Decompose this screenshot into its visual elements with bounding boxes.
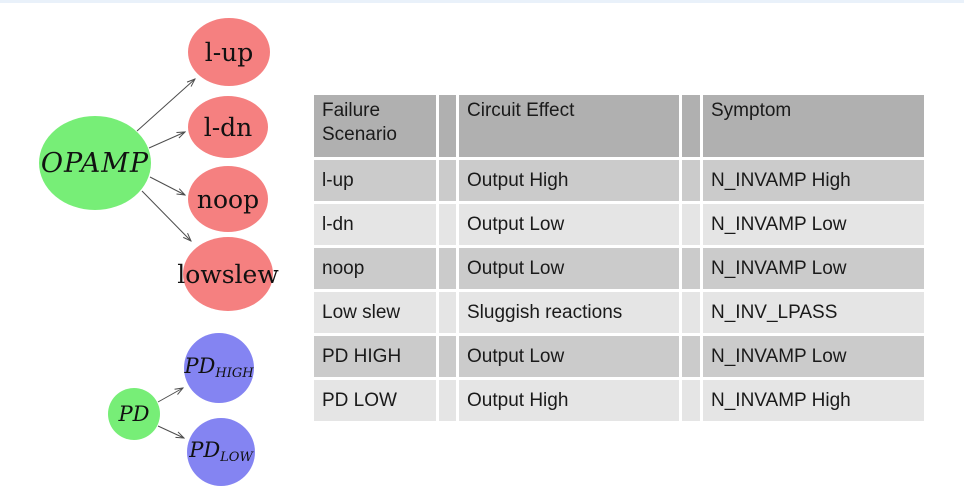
node-pdlow-label: PDLOW — [188, 438, 254, 465]
cell-circuit-effect: Output Low — [459, 336, 679, 377]
cell-symptom: N_INVAMP Low — [703, 248, 924, 289]
header-symptom: Symptom — [703, 95, 924, 157]
header-spacer — [439, 95, 456, 157]
spacer-cell — [682, 380, 700, 421]
node-opamp — [39, 116, 151, 210]
node-lowslew-label: lowslew — [177, 260, 279, 289]
node-ldn-label: l-dn — [204, 113, 253, 142]
header-failure-scenario: Failure Scenario — [314, 95, 436, 157]
table-row: PD HIGH Output Low N_INVAMP Low — [314, 336, 924, 377]
cell-symptom: N_INVAMP Low — [703, 204, 924, 245]
edge-pd-pdlow — [157, 425, 184, 438]
cell-failure-scenario: l-dn — [314, 204, 436, 245]
cell-circuit-effect: Sluggish reactions — [459, 292, 679, 333]
spacer-cell — [439, 160, 456, 201]
node-pd-label: PD — [118, 402, 150, 426]
node-noop — [188, 166, 268, 232]
table-row: PD LOW Output High N_INVAMP High — [314, 380, 924, 421]
spacer-cell — [439, 248, 456, 289]
edge-opamp-lowslew — [141, 190, 191, 241]
edge-pd-pdhigh — [157, 388, 183, 403]
node-pdhigh — [184, 333, 254, 403]
spacer-cell — [439, 380, 456, 421]
edge-opamp-ldn — [148, 132, 185, 149]
cell-symptom: N_INV_LPASS — [703, 292, 924, 333]
node-lup-label: l-up — [205, 38, 254, 67]
spacer-cell — [439, 336, 456, 377]
cell-failure-scenario: noop — [314, 248, 436, 289]
pd-tree-edges — [157, 388, 184, 438]
spacer-cell — [439, 204, 456, 245]
cell-circuit-effect: Output Low — [459, 204, 679, 245]
spacer-cell — [682, 248, 700, 289]
cell-circuit-effect: Output Low — [459, 248, 679, 289]
cell-circuit-effect: Output High — [459, 380, 679, 421]
table-row: l-dn Output Low N_INVAMP Low — [314, 204, 924, 245]
cell-failure-scenario: l-up — [314, 160, 436, 201]
table-row: l-up Output High N_INVAMP High — [314, 160, 924, 201]
cell-symptom: N_INVAMP Low — [703, 336, 924, 377]
cell-failure-scenario: Low slew — [314, 292, 436, 333]
failure-table: Failure Scenario Circuit Effect Symptom … — [311, 92, 927, 424]
opamp-tree-edges — [136, 79, 195, 241]
edge-opamp-noop — [149, 176, 185, 195]
spacer-cell — [682, 204, 700, 245]
cell-failure-scenario: PD HIGH — [314, 336, 436, 377]
edge-opamp-lup — [136, 79, 195, 132]
spacer-cell — [682, 292, 700, 333]
node-opamp-label: OPAMP — [41, 148, 149, 179]
cell-symptom: N_INVAMP High — [703, 380, 924, 421]
table-header-row: Failure Scenario Circuit Effect Symptom — [314, 95, 924, 157]
cell-failure-scenario: PD LOW — [314, 380, 436, 421]
node-pd — [108, 388, 160, 440]
cell-symptom: N_INVAMP High — [703, 160, 924, 201]
table-row: noop Output Low N_INVAMP Low — [314, 248, 924, 289]
failure-mode-diagram: OPAMP l-up l-dn noop lowslew PD PDHIGH P… — [39, 18, 279, 486]
node-ldn — [188, 96, 268, 158]
slide-top-border — [0, 0, 964, 3]
node-lowslew — [183, 237, 273, 311]
cell-circuit-effect: Output High — [459, 160, 679, 201]
node-noop-label: noop — [197, 185, 259, 214]
spacer-cell — [682, 160, 700, 201]
table-row: Low slew Sluggish reactions N_INV_LPASS — [314, 292, 924, 333]
spacer-cell — [682, 336, 700, 377]
header-circuit-effect: Circuit Effect — [459, 95, 679, 157]
header-spacer — [682, 95, 700, 157]
spacer-cell — [439, 292, 456, 333]
node-pdlow — [187, 418, 255, 486]
node-pdhigh-label: PDHIGH — [183, 354, 254, 381]
node-lup — [188, 18, 270, 86]
